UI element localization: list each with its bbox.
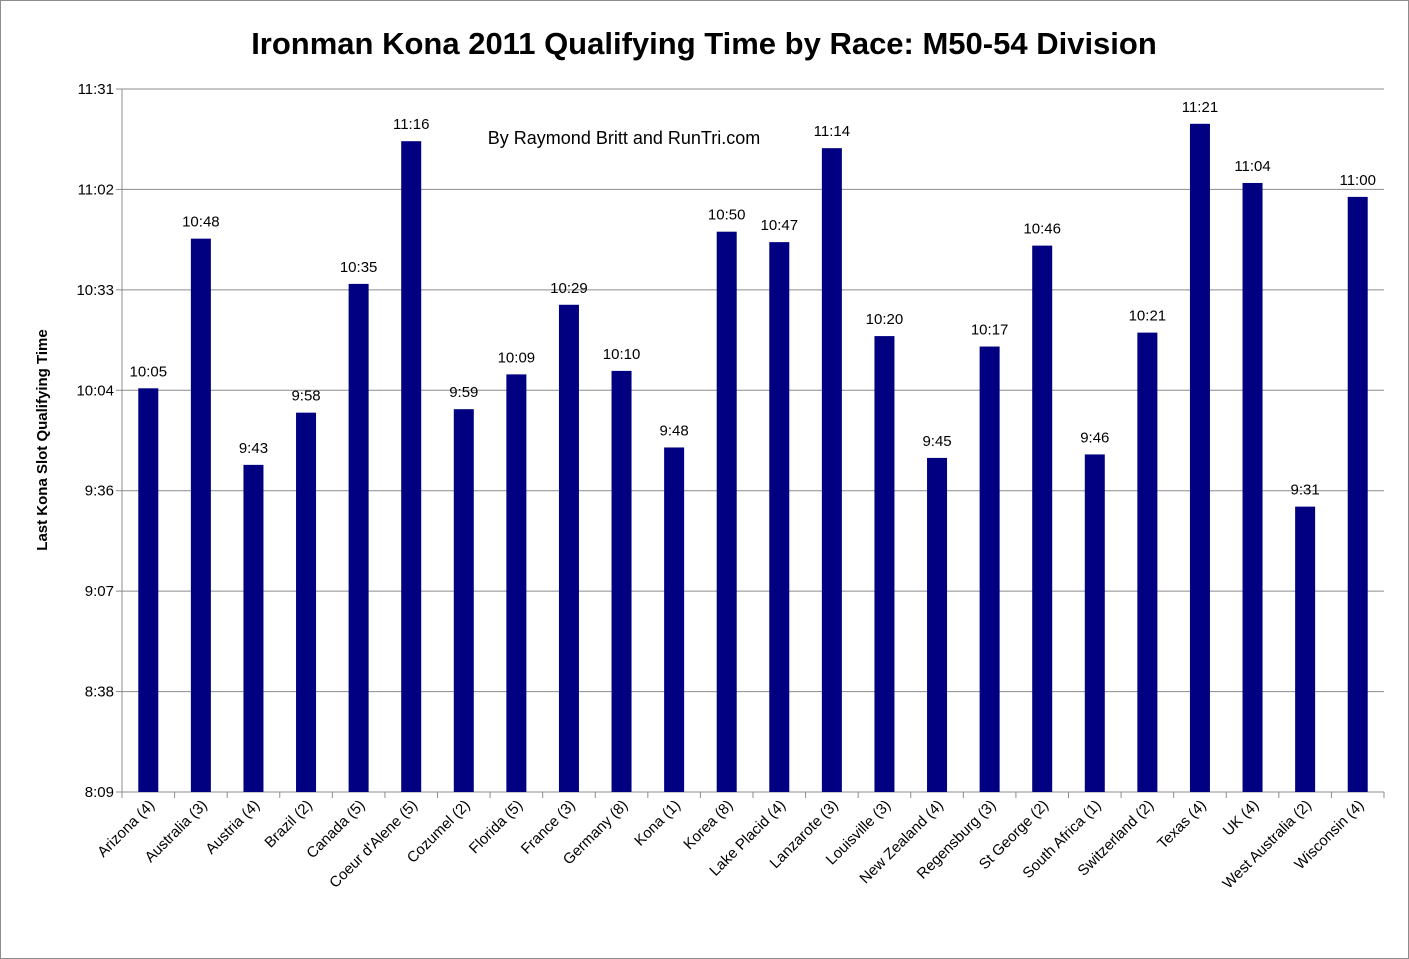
y-tick-label: 9:36 [85,483,114,500]
bar [296,412,317,792]
bar [138,388,159,792]
data-label: 10:21 [1129,308,1167,325]
data-label: 11:16 [393,116,429,133]
data-label: 10:17 [971,322,1009,339]
data-label: 9:58 [291,388,320,405]
data-label: 10:35 [340,259,378,276]
bar [1295,506,1316,792]
bars [138,123,1368,793]
y-tick-labels: 8:09 8:38 9:07 9:36 10:04 10:33 11:02 11:31 [76,81,114,801]
data-label: 9:45 [922,433,951,450]
bar [611,370,632,792]
y-tick-label: 9:07 [85,583,114,600]
x-tick-label: Austria (4) [202,797,263,858]
y-tick-label: 10:33 [76,282,114,299]
data-label: 10:10 [603,346,641,363]
bar [348,283,369,792]
y-axis-label: Last Kona Slot Qualifying Time [34,329,51,550]
data-label: 11:00 [1339,172,1375,189]
x-tick-label: UK (4) [1220,797,1263,840]
data-label: 10:09 [498,349,536,366]
data-label: 10:48 [182,214,220,231]
bar [1347,196,1368,793]
bar [874,336,895,792]
x-tick-label: Coeur d'Alene (5) [326,797,421,892]
x-tick-labels: Arizona (4)Australia (3)Austria (4)Brazi… [94,797,1367,893]
bar [243,464,264,792]
data-labels: 10:05 10:48 9:43 9:58 10:35 11:16 9:59 10:09 10:… [130,99,1376,499]
data-label: 9:43 [239,440,268,457]
data-label: 9:31 [1291,482,1320,499]
bar [401,141,422,792]
gridlines [122,88,1384,693]
bar [1242,182,1263,793]
y-tick-label: 8:09 [85,784,114,801]
bar [927,457,948,792]
data-label: 9:48 [660,422,689,439]
chart-annotation: By Raymond Britt and RunTri.com [488,128,760,148]
data-label: 9:46 [1080,429,1109,446]
data-label: 10:47 [761,217,799,234]
data-label: 9:59 [449,384,478,401]
x-tick-label: Florida (5) [466,797,526,857]
x-tick-label: Kona (1) [631,797,684,850]
y-tick-label: 8:38 [85,684,114,701]
y-tick-label: 11:02 [78,181,114,198]
bar [506,374,527,792]
bar [664,447,685,792]
data-label: 10:20 [866,311,904,328]
bar [769,242,790,792]
x-tick-label: West Australia (2) [1219,797,1315,893]
x-tick-label: Texas (4) [1154,797,1210,853]
y-tick-label: 10:04 [76,382,114,399]
bar [1137,332,1158,792]
bar [453,409,474,792]
bar [1189,123,1210,792]
data-label: 11:21 [1182,99,1218,116]
data-label: 11:14 [814,123,850,140]
bar [821,148,842,793]
bar [979,346,1000,792]
data-label: 11:04 [1234,158,1270,175]
data-label: 10:29 [550,280,588,297]
bar [1032,245,1053,793]
y-tick-label: 11:31 [78,81,114,98]
data-label: 10:50 [708,207,746,224]
bar [716,231,737,793]
bar [558,304,579,792]
bar [190,238,211,793]
data-label: 10:46 [1023,221,1061,238]
axes [116,88,1385,798]
bar [1084,454,1105,792]
chart-title: Ironman Kona 2011 Qualifying Time by Rac… [251,26,1157,61]
x-tick-label: Brazil (2) [261,797,315,851]
data-label: 10:05 [130,363,168,380]
